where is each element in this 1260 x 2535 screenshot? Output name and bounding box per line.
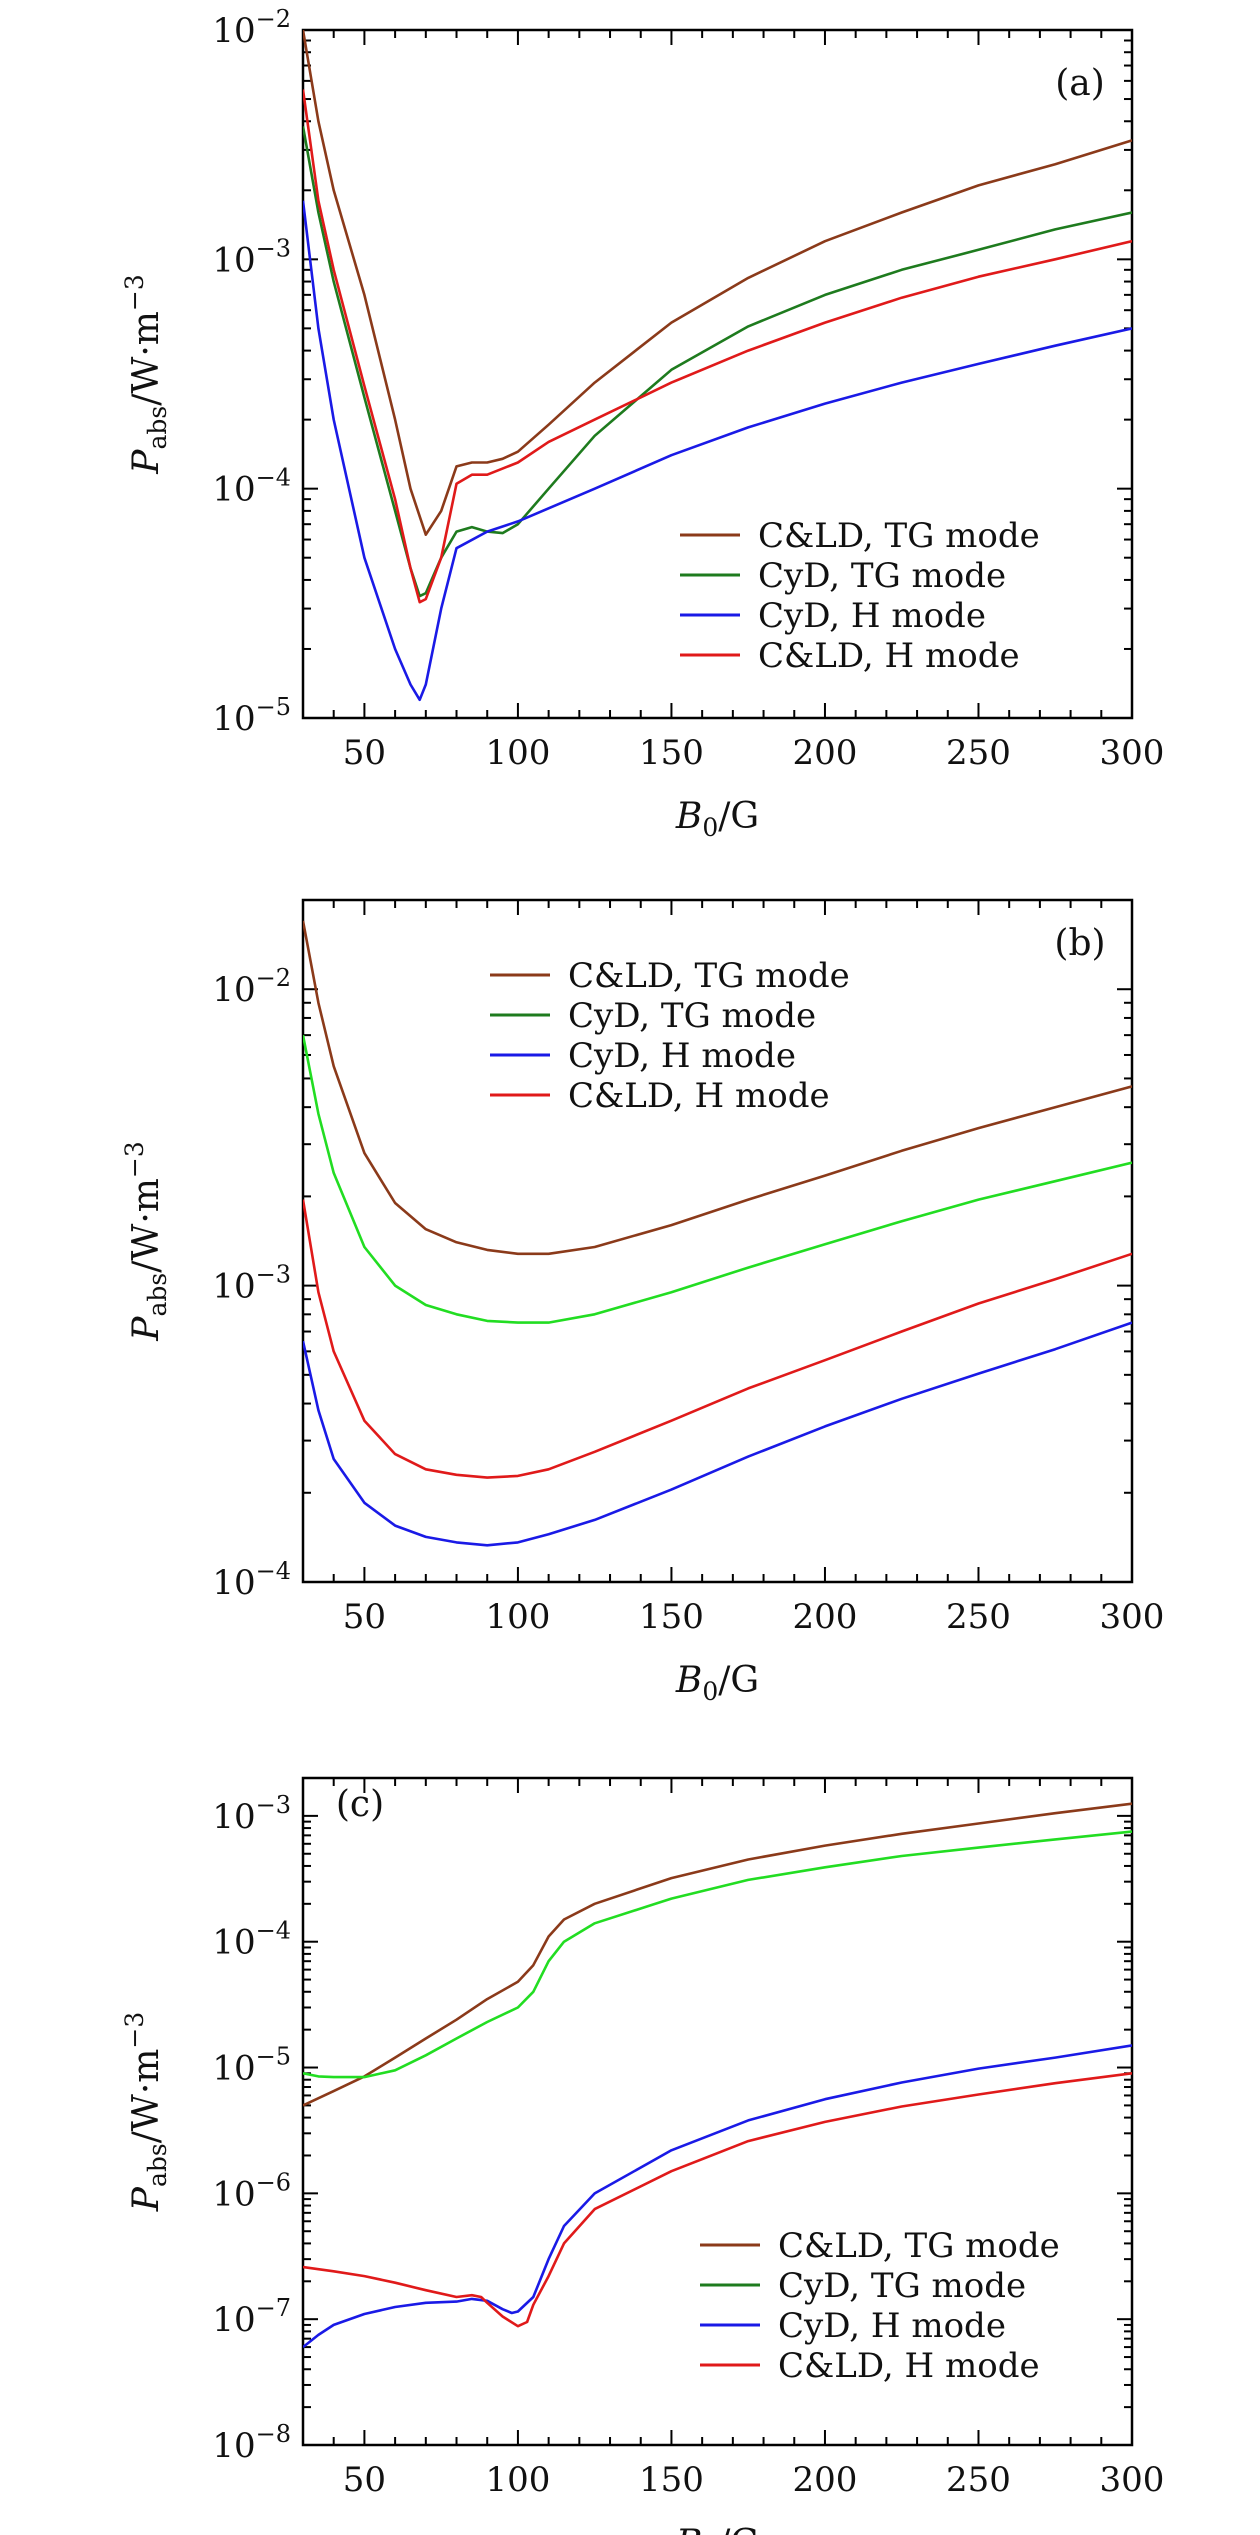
x-axis-label: B0/G [675, 1660, 759, 1706]
x-tick-label: 200 [793, 1597, 858, 1637]
x-tick-label: 250 [946, 2460, 1011, 2500]
y-tick-label: 10−8 [212, 2420, 291, 2466]
legend-entry: C&LD, TG mode [568, 956, 850, 996]
series-line [303, 1034, 1132, 1324]
legend-entry: C&LD, TG mode [758, 516, 1040, 556]
series-line [303, 89, 1132, 604]
series-line [303, 920, 1132, 1256]
x-tick-label: 50 [343, 733, 386, 773]
legend-entry: CyD, TG mode [568, 996, 816, 1036]
x-tick-label: 150 [639, 733, 704, 773]
x-tick-label: 300 [1100, 1597, 1165, 1637]
series-line [303, 1199, 1132, 1479]
x-tick-label: 200 [793, 2460, 858, 2500]
panel-b: 10−4 10−3 10−2 50 100 150 200 250 300 B0/G Pabs/W·… [120, 898, 1165, 1706]
legend-entry: CyD, H mode [758, 596, 986, 636]
y-tick-label: 10−4 [212, 464, 291, 510]
series-line [303, 1802, 1132, 2107]
series-line [303, 1830, 1132, 2079]
legend-entry: C&LD, H mode [758, 636, 1020, 676]
y-axis-label: Pabs/W·m−3 [120, 274, 172, 475]
series-line [303, 30, 1132, 537]
curves [303, 920, 1132, 1547]
y-axis-label: Pabs/W·m−3 [120, 2012, 172, 2213]
plot-frame [301, 1776, 1134, 2447]
series-line [303, 200, 1132, 702]
y-tick-label: 10−2 [212, 5, 291, 51]
y-axis-label: Pabs/W·m−3 [120, 1141, 172, 1342]
y-tick-label: 10−5 [212, 2043, 291, 2089]
legend-entry: C&LD, TG mode [778, 2226, 1060, 2266]
series-line [303, 2044, 1132, 2349]
plot-frame [301, 28, 1134, 720]
y-tick-label: 10−3 [212, 234, 291, 280]
x-tick-label: 150 [639, 2460, 704, 2500]
y-tick-label: 10−6 [212, 2168, 291, 2214]
x-tick-label: 300 [1100, 733, 1165, 773]
x-tick-label: 100 [485, 733, 550, 773]
panel-label: (c) [336, 1784, 384, 1825]
x-tick-label: 100 [485, 1597, 550, 1637]
x-tick-label: 50 [343, 1597, 386, 1637]
x-tick-label: 300 [1100, 2460, 1165, 2500]
curves [303, 1802, 1132, 2349]
x-axis-label: B0/G [675, 2523, 759, 2535]
y-tick-label: 10−7 [212, 2294, 291, 2340]
x-tick-label: 250 [946, 733, 1011, 773]
x-tick-label: 250 [946, 1597, 1011, 1637]
panel-c: 10−8 10−7 10−6 10−5 10−4 10−3 50 100 150 200 250 30… [120, 1776, 1165, 2535]
x-axis-label: B0/G [675, 796, 759, 842]
y-tick-label: 10−4 [212, 1917, 291, 1963]
y-tick-label: 10−5 [212, 693, 291, 739]
y-tick-label: 10−4 [212, 1557, 291, 1603]
x-tick-label: 100 [485, 2460, 550, 2500]
legend-entry: CyD, H mode [778, 2306, 1006, 2346]
panel-label: (b) [1054, 923, 1105, 964]
series-line [303, 1321, 1132, 1547]
legend-entry: CyD, TG mode [758, 556, 1006, 596]
legend-entry: CyD, TG mode [778, 2266, 1026, 2306]
x-tick-label: 50 [343, 2460, 386, 2500]
y-tick-label: 10−3 [212, 1261, 291, 1307]
panel-a: 10−5 10−4 10−3 10−2 50 100 150 200 250 300 B0/G Pab… [120, 5, 1164, 842]
y-tick-label: 10−3 [212, 1791, 291, 1837]
legend-entry: CyD, H mode [568, 1036, 796, 1076]
y-tick-label: 10−2 [212, 964, 291, 1010]
plot-frame [301, 898, 1134, 1584]
legend-entry: C&LD, H mode [778, 2346, 1040, 2386]
series-line [303, 2072, 1132, 2328]
x-tick-label: 150 [639, 1597, 704, 1637]
panel-label: (a) [1055, 63, 1105, 104]
x-tick-label: 200 [793, 733, 858, 773]
curves [303, 30, 1132, 702]
legend-entry: C&LD, H mode [568, 1076, 830, 1116]
